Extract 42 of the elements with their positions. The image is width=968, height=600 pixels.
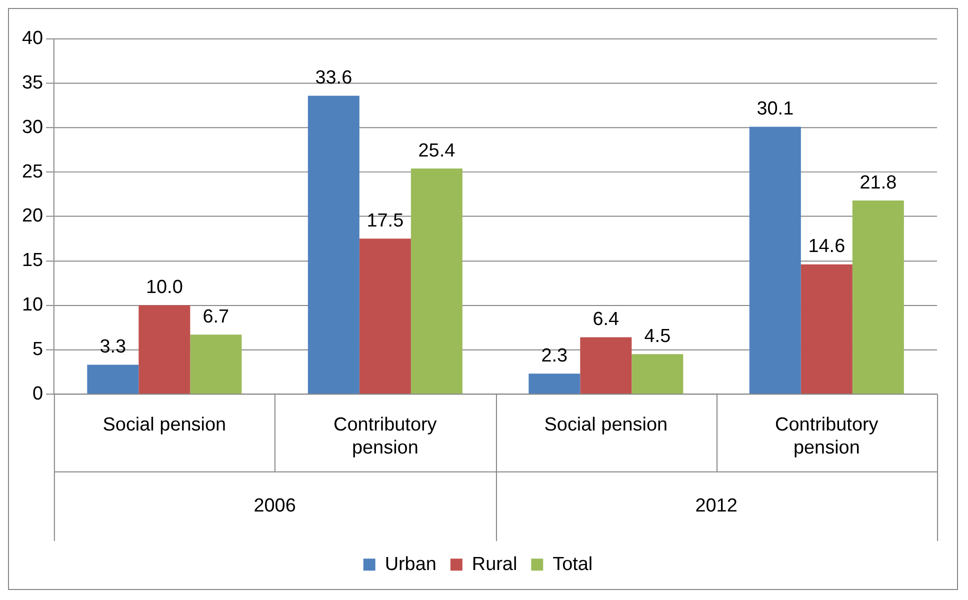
legend-label: Rural [472, 554, 518, 575]
bar [410, 168, 462, 394]
y-tick-label: 25 [22, 161, 44, 182]
text: 2006 [254, 496, 296, 516]
data-label: 17.5 [366, 210, 404, 232]
data-label: 25.4 [418, 140, 456, 162]
y-tick-label: 0 [32, 383, 44, 404]
x-tick-label: Contributory pension [775, 414, 879, 458]
data-label: 3.3 [100, 336, 126, 358]
bar [190, 334, 242, 394]
data-label: 10.0 [146, 277, 183, 298]
data-label: 6.7 [202, 306, 230, 328]
bar [749, 126, 801, 394]
bar [359, 238, 411, 394]
data-label: 6.4 [592, 309, 620, 330]
y-tick-label: 10 [22, 294, 44, 316]
bar [528, 374, 580, 394]
data-label: 30.1 [756, 98, 794, 120]
y-tick-label: 35 [22, 72, 44, 94]
y-tick-label: 20 [22, 206, 44, 227]
y-tick-label: 30 [22, 116, 44, 138]
bar [138, 305, 190, 394]
data-label: 4.5 [644, 326, 671, 347]
bar [800, 264, 852, 394]
bar [632, 354, 684, 394]
legend-label: Total [552, 554, 593, 575]
y-tick-label: 40 [22, 28, 44, 50]
bar [308, 96, 360, 394]
bar [580, 337, 632, 394]
text: 2012 [695, 496, 738, 516]
x-tick-label: Social pension [544, 414, 668, 436]
data-label: 33.6 [315, 68, 352, 88]
y-tick-label: 15 [22, 250, 44, 272]
data-label: 21.8 [860, 172, 897, 194]
bar [87, 364, 139, 394]
data-label: 2.3 [541, 345, 568, 366]
data-label: 14.6 [808, 236, 846, 258]
x-tick-label: Contributory pension [334, 414, 438, 458]
x-tick-label: Social pension [102, 414, 226, 436]
y-tick-label: 5 [32, 338, 44, 360]
legend-label: Urban [384, 554, 436, 575]
bar [852, 200, 904, 394]
